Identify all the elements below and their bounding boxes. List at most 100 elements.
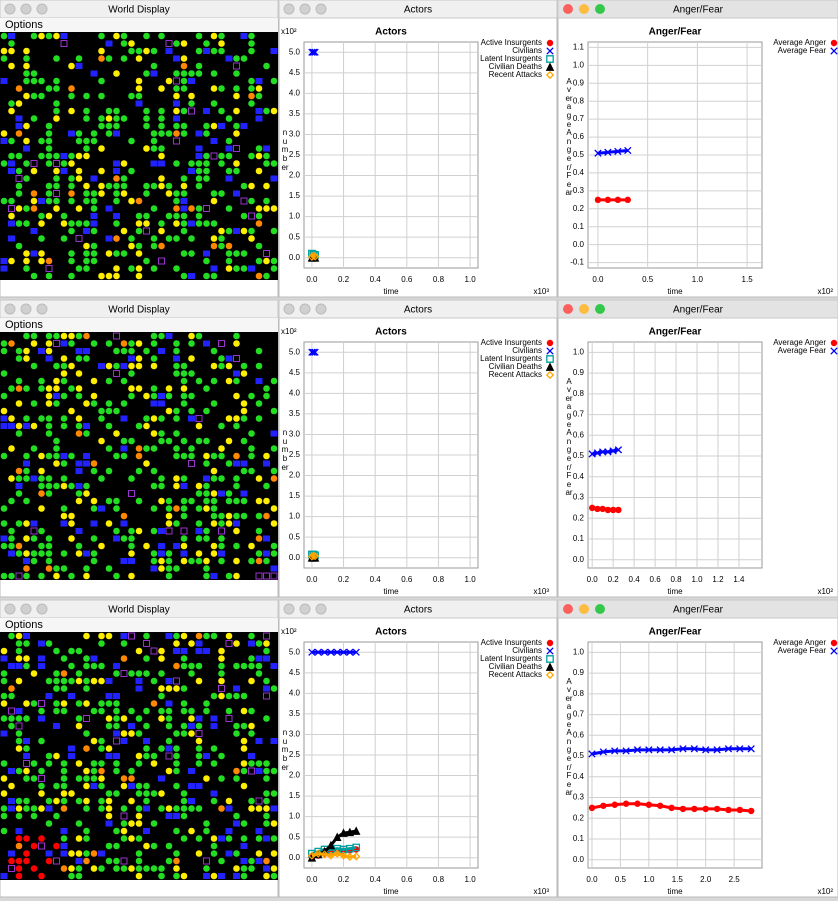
agent bbox=[225, 835, 233, 842]
agent bbox=[68, 407, 75, 415]
agent bbox=[53, 812, 60, 820]
agent bbox=[270, 865, 278, 872]
window-button[interactable] bbox=[283, 603, 295, 615]
window-button[interactable] bbox=[299, 303, 311, 315]
window-button[interactable] bbox=[315, 603, 327, 615]
agent bbox=[38, 152, 45, 160]
window-button[interactable] bbox=[36, 603, 48, 615]
window-button[interactable] bbox=[20, 3, 32, 15]
legend-label: Recent Attacks bbox=[489, 670, 542, 679]
agent bbox=[23, 520, 30, 527]
agent bbox=[150, 790, 158, 797]
window-button[interactable] bbox=[579, 604, 589, 614]
window-button[interactable] bbox=[283, 3, 295, 15]
agent bbox=[150, 700, 158, 707]
agent bbox=[225, 250, 233, 257]
agent bbox=[90, 497, 98, 505]
agent bbox=[98, 662, 105, 670]
agent bbox=[150, 235, 158, 242]
window-button[interactable] bbox=[299, 603, 311, 615]
agent bbox=[248, 40, 255, 47]
agent bbox=[23, 857, 30, 865]
agent bbox=[15, 857, 23, 865]
agent bbox=[135, 445, 143, 452]
agent bbox=[135, 647, 143, 655]
agent bbox=[0, 542, 8, 550]
agent bbox=[45, 332, 53, 340]
agent bbox=[128, 550, 135, 557]
window-button[interactable] bbox=[20, 303, 32, 315]
y-exponent: x10² bbox=[281, 327, 297, 336]
agent bbox=[60, 153, 68, 159]
agent bbox=[255, 362, 263, 370]
window-button[interactable] bbox=[579, 304, 589, 314]
agent bbox=[233, 422, 240, 430]
window-button[interactable] bbox=[299, 3, 311, 15]
agent bbox=[98, 77, 105, 85]
window-button[interactable] bbox=[315, 3, 327, 15]
agent bbox=[263, 805, 270, 812]
window-button[interactable] bbox=[595, 4, 605, 14]
agent bbox=[188, 723, 195, 729]
agent bbox=[45, 430, 53, 437]
x-tick-label: 0.4 bbox=[370, 875, 382, 884]
agent bbox=[188, 640, 195, 647]
agent bbox=[68, 745, 75, 752]
agent bbox=[60, 33, 68, 39]
window-button[interactable] bbox=[20, 603, 32, 615]
agent bbox=[180, 40, 188, 47]
legend-label: Latent Insurgents bbox=[480, 654, 542, 663]
window-button[interactable] bbox=[595, 304, 605, 314]
window-button[interactable] bbox=[283, 303, 295, 315]
agent bbox=[0, 775, 8, 782]
window-button[interactable] bbox=[36, 3, 48, 15]
agent bbox=[23, 332, 30, 340]
agent bbox=[15, 175, 23, 182]
agent bbox=[210, 723, 218, 729]
menu-item[interactable]: Options bbox=[5, 619, 43, 631]
y-tick-label: 1.0 bbox=[289, 212, 301, 221]
x-tick-label: 1.5 bbox=[672, 875, 684, 884]
agent bbox=[158, 670, 165, 677]
menu-item[interactable]: Options bbox=[5, 319, 43, 331]
y-tick-label: 0.0 bbox=[289, 553, 301, 562]
agent bbox=[165, 437, 173, 445]
window-button[interactable] bbox=[563, 604, 573, 614]
agent bbox=[113, 213, 120, 219]
window-button[interactable] bbox=[4, 303, 16, 315]
agent bbox=[150, 482, 158, 490]
legend-label: Recent Attacks bbox=[489, 70, 542, 79]
agent bbox=[255, 145, 263, 152]
agent bbox=[240, 820, 248, 827]
window-button[interactable] bbox=[595, 604, 605, 614]
agent bbox=[233, 190, 240, 197]
menu-item[interactable]: Options bbox=[5, 19, 43, 31]
window-button[interactable] bbox=[315, 303, 327, 315]
agent bbox=[75, 348, 83, 354]
window-button[interactable] bbox=[563, 4, 573, 14]
window-button[interactable] bbox=[563, 304, 573, 314]
agent bbox=[45, 820, 53, 827]
agent bbox=[30, 250, 38, 257]
marker bbox=[679, 805, 687, 813]
agent bbox=[105, 715, 113, 722]
agent bbox=[248, 805, 255, 812]
y-tick-label: 0.4 bbox=[573, 168, 585, 177]
agent bbox=[240, 362, 248, 370]
agent bbox=[188, 707, 195, 715]
window-button[interactable] bbox=[4, 3, 16, 15]
agent bbox=[158, 497, 165, 505]
agent bbox=[105, 340, 113, 347]
window-button[interactable] bbox=[36, 303, 48, 315]
agent bbox=[203, 160, 210, 167]
window-button[interactable] bbox=[579, 4, 589, 14]
y-axis-label: Average Anger/Fear bbox=[565, 376, 573, 498]
window-button[interactable] bbox=[4, 603, 16, 615]
agent bbox=[120, 633, 128, 639]
agent bbox=[218, 40, 225, 47]
agent bbox=[180, 483, 188, 489]
marker bbox=[691, 805, 698, 813]
agent bbox=[90, 340, 98, 347]
agent bbox=[128, 40, 135, 47]
agent bbox=[218, 32, 225, 40]
